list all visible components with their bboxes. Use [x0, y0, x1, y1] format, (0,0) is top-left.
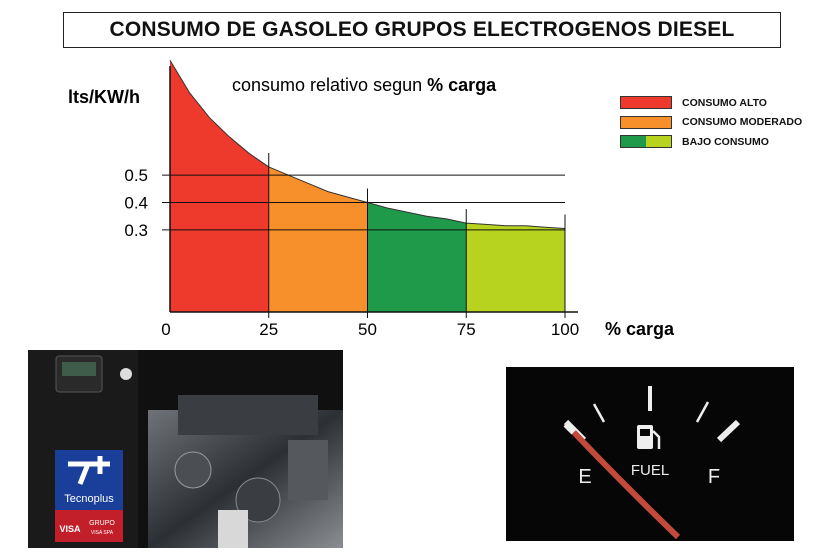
chart-title: CONSUMO DE GASOLEO GRUPOS ELECTROGENOS D… [63, 12, 781, 48]
y-tick-label: 0.5 [124, 166, 148, 185]
reference-lines [162, 152, 566, 318]
gauge-full-label: F [708, 466, 720, 488]
legend: CONSUMO ALTO CONSUMO MODERADO BAJO CONSU… [620, 93, 802, 152]
y-tick-label: 0.4 [124, 194, 148, 213]
legend-swatch-alto [620, 96, 672, 110]
generator-engine-photo: Tecnoplus VISA GRUPO VISA SPA [28, 350, 343, 548]
x-tick-label: 25 [259, 320, 278, 339]
brand-visa: VISA [59, 524, 81, 534]
emergency-stop-icon [120, 368, 132, 380]
legend-label: BAJO CONSUMO [682, 135, 769, 148]
chart-subtitle-bold: % carga [427, 75, 497, 95]
brand-grupo: GRUPO [89, 520, 115, 527]
x-tick-label: 50 [358, 320, 377, 339]
consumption-chart: 0 25 50 75 100 0.5 0.4 0.3 lts/KW/h % carga con… [68, 59, 675, 339]
fuel-pump-icon [637, 425, 661, 449]
gauge-fuel-label: FUEL [631, 462, 669, 479]
brand-visa-spa: VISA SPA [91, 530, 114, 536]
axes [169, 66, 578, 313]
legend-swatch-moderado [620, 115, 672, 129]
tick-labels: 0 25 50 75 100 0.5 0.4 0.3 [124, 166, 579, 339]
legend-item-consumo-alto: CONSUMO ALTO [620, 93, 802, 113]
y-tick-label: 0.3 [124, 221, 148, 240]
legend-label: CONSUMO ALTO [682, 96, 767, 109]
gauge-needle [563, 421, 681, 540]
legend-swatch-bajo [620, 135, 672, 149]
tecnoplus-logo-icon [68, 456, 110, 485]
legend-item-consumo-moderado: CONSUMO MODERADO [620, 113, 802, 133]
consumption-bands [169, 59, 566, 313]
x-tick-label: 75 [457, 320, 476, 339]
x-tick-label: 100 [551, 320, 579, 339]
y-axis-label: lts/KW/h [68, 87, 140, 107]
band-3 [466, 223, 565, 312]
band-2 [367, 202, 467, 312]
legend-item-bajo-consumo: BAJO CONSUMO [620, 132, 802, 152]
band-1 [268, 166, 368, 312]
gauge-empty-label: E [578, 466, 591, 488]
x-tick-label: 0 [161, 320, 170, 339]
legend-label: CONSUMO MODERADO [682, 116, 803, 129]
x-axis-label: % carga [605, 319, 675, 339]
band-0 [170, 60, 269, 313]
chart-subtitle: consumo relativo segun % carga [232, 75, 497, 95]
fuel-gauge-photo: FUEL E F [506, 367, 794, 541]
chart-subtitle-text: consumo relativo segun [232, 75, 427, 95]
brand-tecnoplus: Tecnoplus [64, 493, 114, 505]
